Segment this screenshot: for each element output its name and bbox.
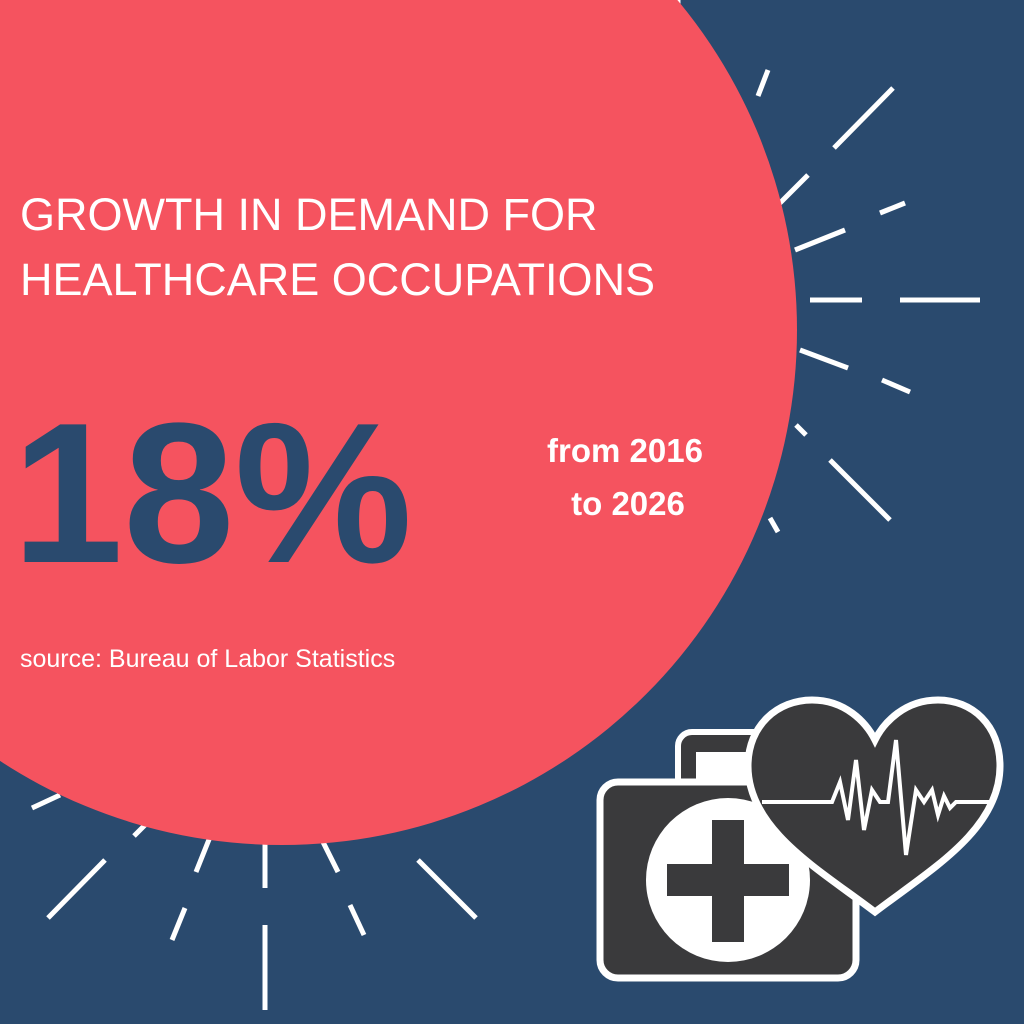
starburst	[30, 0, 980, 1010]
stat-period: to 2026	[571, 485, 685, 522]
stat-period: from 2016	[547, 432, 703, 469]
title-line: HEALTHCARE OCCUPATIONS	[20, 254, 655, 305]
heart-icon	[744, 696, 1004, 917]
source: source: Bureau of Labor Statistics	[20, 645, 395, 673]
stat-value: 18%	[12, 382, 412, 605]
title-line: GROWTH IN DEMAND FOR	[20, 189, 597, 240]
red-circle	[0, 0, 797, 845]
